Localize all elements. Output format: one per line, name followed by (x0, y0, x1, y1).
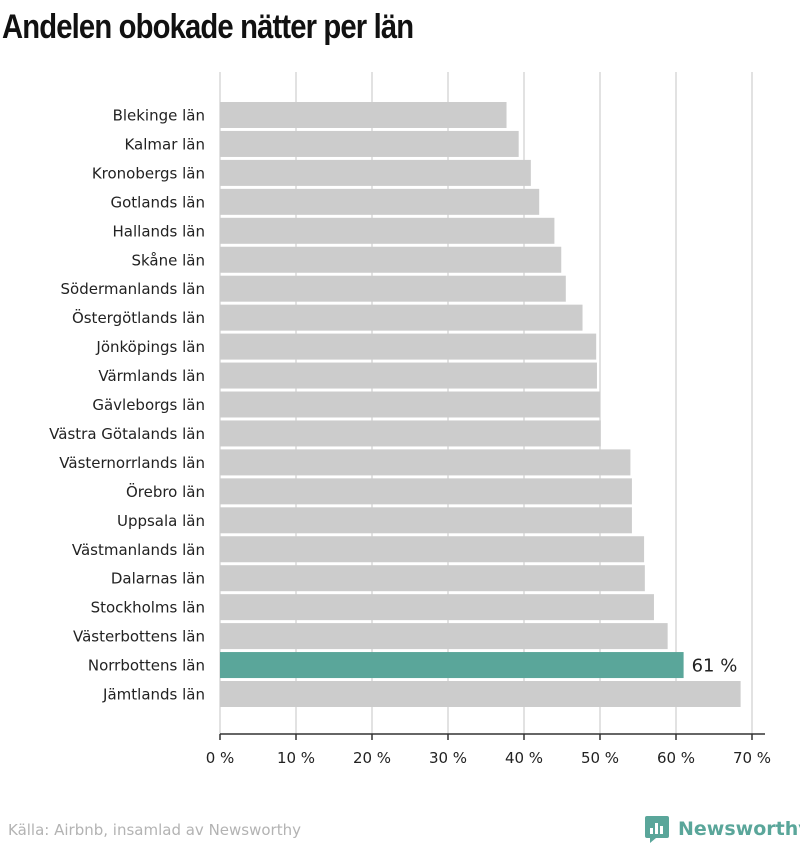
category-label: Västra Götalands län (49, 425, 205, 443)
bar (220, 449, 631, 476)
x-tick-label: 60 % (657, 749, 695, 767)
category-label: Stockholms län (91, 599, 205, 617)
chart-title: Andelen obokade nätter per län (2, 8, 414, 46)
category-labels: Blekinge län Kalmar län Kronobergs län Gotl… (49, 107, 737, 704)
bar (220, 478, 632, 505)
category-label: Uppsala län (117, 512, 205, 530)
source-note: Källa: Airbnb, insamlad av Newsworthy (8, 821, 301, 839)
x-tick-label: 10 % (277, 749, 315, 767)
category-label: Kronobergs län (92, 164, 205, 182)
category-label: Värmlands län (98, 367, 205, 385)
x-tick-label: 50 % (581, 749, 619, 767)
category-label: Västmanlands län (72, 541, 205, 559)
bar (220, 159, 531, 186)
category-label: Blekinge län (113, 107, 205, 125)
x-axis: 0 % 10 % 20 % 30 % 40 % 50 % 60 % 70 % (206, 733, 771, 767)
newsworthy-brand: Newsworthy (644, 813, 800, 845)
bar (220, 246, 562, 273)
bar (220, 507, 632, 534)
category-label: Västerbottens län (73, 628, 205, 646)
category-label: Jämtlands län (102, 686, 205, 704)
bar (220, 217, 555, 244)
bar (220, 681, 741, 707)
category-label: Östergötlands län (72, 308, 205, 327)
bar-highlighted (220, 652, 684, 679)
category-label: Jönköpings län (95, 338, 205, 356)
bar (220, 188, 540, 215)
x-tick-label: 0 % (206, 749, 235, 767)
category-label: Skåne län (131, 251, 205, 269)
bar (220, 420, 601, 447)
category-label: Örebro län (126, 482, 205, 501)
category-label: Gotlands län (110, 193, 205, 211)
category-label: Norrbottens län (88, 657, 205, 675)
category-label: Kalmar län (124, 135, 205, 153)
category-label: Södermanlands län (61, 280, 206, 298)
highlight-value-label: 61 % (692, 656, 738, 677)
x-tick-label: 40 % (505, 749, 543, 767)
bar (220, 536, 645, 563)
bar (220, 130, 519, 157)
bar (220, 304, 583, 331)
bar (220, 391, 600, 418)
x-tick-label: 30 % (429, 749, 467, 767)
bar (220, 594, 654, 621)
bar (220, 362, 597, 389)
category-label: Hallands län (113, 222, 205, 240)
category-label: Västernorrlands län (59, 454, 205, 472)
brand-name: Newsworthy (678, 818, 800, 840)
x-tick-label: 70 % (733, 749, 771, 767)
bar (220, 333, 597, 360)
bars (220, 102, 741, 707)
newsworthy-chart-logo-icon (645, 816, 669, 843)
category-label: Gävleborgs län (92, 396, 205, 414)
bar (220, 275, 566, 302)
bar (220, 565, 645, 592)
bar (220, 102, 507, 128)
x-tick-label: 20 % (353, 749, 391, 767)
bar-chart: Blekinge län Kalmar län Kronobergs län Gotl… (49, 72, 771, 767)
category-label: Dalarnas län (111, 570, 205, 588)
bar (220, 623, 668, 650)
